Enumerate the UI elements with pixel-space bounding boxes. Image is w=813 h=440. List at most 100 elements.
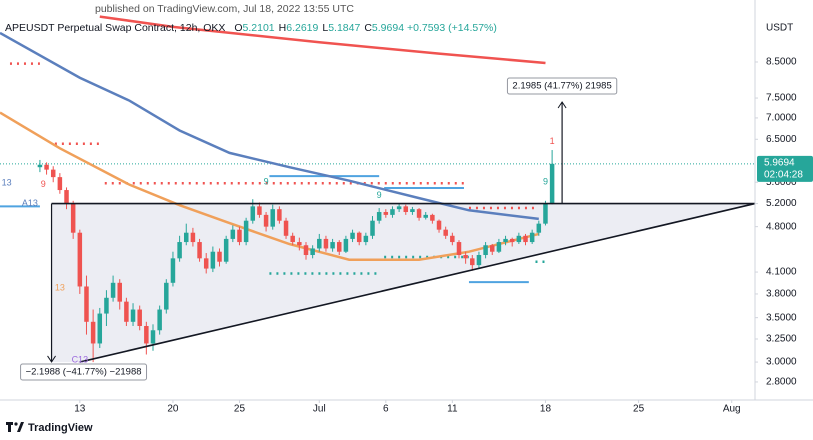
- candle-body: [64, 190, 69, 204]
- candle-body: [330, 242, 335, 249]
- candle-body: [190, 232, 196, 243]
- candle-body: [523, 235, 528, 243]
- candle-body: [263, 214, 269, 227]
- candle-body: [90, 321, 96, 344]
- candle-body: [144, 326, 149, 344]
- candle-body: [529, 232, 535, 243]
- candle-body: [396, 206, 402, 210]
- change: +0.7593 (+14.57%): [406, 22, 497, 34]
- candle-body: [496, 242, 502, 252]
- candle-body: [443, 229, 448, 236]
- y-tick-label: 5.6000: [766, 177, 797, 188]
- candle-body: [110, 282, 116, 298]
- candle-body: [410, 209, 415, 213]
- td-label: 9: [377, 190, 382, 200]
- candle-body: [383, 212, 389, 215]
- ohlc-value: 5.1847: [328, 22, 361, 34]
- measure-label: 2.1985 (41.77%) 21985: [512, 80, 611, 91]
- candle-body: [157, 309, 162, 331]
- x-tick-label: Aug: [723, 404, 741, 415]
- y-tick-label: 4.1000: [766, 267, 797, 278]
- candle-body: [423, 214, 428, 218]
- candle-body: [117, 282, 122, 302]
- candle-body: [230, 229, 236, 239]
- candle-body: [337, 242, 342, 252]
- candle-body: [184, 232, 189, 243]
- measure-box: [506, 77, 618, 95]
- y-tick-label: 7.5000: [766, 93, 797, 104]
- footer-brand: TradingView: [28, 422, 93, 434]
- candle-body: [350, 232, 355, 239]
- y-tick-label: 6.5000: [766, 134, 797, 145]
- candle-body: [356, 232, 362, 243]
- x-tick-label: 25: [234, 404, 246, 415]
- ohlc-label: L: [322, 22, 329, 34]
- candle-body: [376, 212, 382, 221]
- ohlc-value: 5.9694: [371, 22, 405, 34]
- candle-body: [323, 238, 329, 249]
- candle-body: [489, 245, 495, 252]
- candle-body: [50, 169, 56, 178]
- symbol-line: APEUSDT Perpetual Swap Contract, 12h, OK…: [5, 22, 497, 34]
- candle-body: [416, 209, 422, 218]
- candle-body: [483, 245, 488, 256]
- symbol-title: APEUSDT Perpetual Swap Contract, 12h, OK…: [5, 22, 226, 34]
- td-label: 13: [2, 178, 12, 188]
- candle-body: [370, 220, 375, 236]
- candle-body: [543, 203, 548, 224]
- candle-body: [223, 238, 229, 262]
- y-tick-label: 3.0000: [766, 357, 797, 368]
- measure-arrow: [557, 101, 567, 109]
- candle-body: [456, 242, 462, 256]
- candle-body: [243, 220, 249, 243]
- candle-body: [310, 248, 315, 256]
- candle-body: [436, 220, 442, 230]
- candle-body: [77, 232, 83, 287]
- candle-body: [463, 255, 468, 259]
- candle-body: [217, 251, 222, 262]
- candle-body: [390, 209, 395, 215]
- candle-body: [97, 313, 103, 344]
- td-label: 1: [550, 136, 555, 146]
- y-tick-label: 3.8000: [766, 289, 797, 300]
- td-label: C13: [72, 355, 89, 365]
- candle-body: [130, 309, 136, 322]
- x-tick-label: Jul: [313, 404, 326, 415]
- ohlc-label: C: [364, 22, 372, 34]
- candle-body: [403, 206, 409, 213]
- y-tick-label: 5.2000: [766, 198, 797, 209]
- x-tick-label: 25: [633, 404, 645, 415]
- footer-logo: [6, 422, 24, 432]
- td-label: 9: [264, 177, 269, 187]
- candle-body: [317, 238, 322, 249]
- td-label: 9: [41, 179, 46, 189]
- candle-body: [297, 242, 302, 246]
- x-tick-label: 11: [447, 404, 458, 415]
- candle-body: [150, 330, 156, 344]
- price-tag-countdown: 02:04:28: [764, 169, 803, 180]
- candle-body: [503, 238, 508, 243]
- ohlc-label: O: [234, 22, 243, 34]
- candle-body: [170, 258, 176, 283]
- candle-body: [250, 206, 256, 221]
- ohlc-label: H: [278, 22, 287, 34]
- y-unit: USDT: [766, 23, 793, 34]
- x-tick-label: 6: [383, 404, 389, 415]
- candle-body: [277, 209, 282, 221]
- candle-body: [177, 242, 182, 259]
- candle-body: [450, 235, 455, 243]
- y-tick-label: 3.5000: [766, 312, 797, 323]
- candle-body: [37, 164, 43, 168]
- trendline: [79, 202, 756, 363]
- candle-body: [124, 301, 129, 322]
- candle-body: [84, 286, 89, 322]
- y-tick-label: 3.2500: [766, 334, 797, 345]
- published-note: published on TradingView.com, Jul 18, 20…: [95, 3, 354, 15]
- y-tick-label: 8.5000: [766, 57, 797, 68]
- td-label: 9: [543, 177, 548, 187]
- candle-body: [70, 203, 76, 233]
- candle-body: [104, 297, 109, 314]
- logo-mark: [17, 422, 24, 432]
- plot: 2.1985 (41.77%) 21985 −2.1988 (−41.77%) −…: [0, 15, 756, 381]
- td-label: A13: [22, 198, 38, 208]
